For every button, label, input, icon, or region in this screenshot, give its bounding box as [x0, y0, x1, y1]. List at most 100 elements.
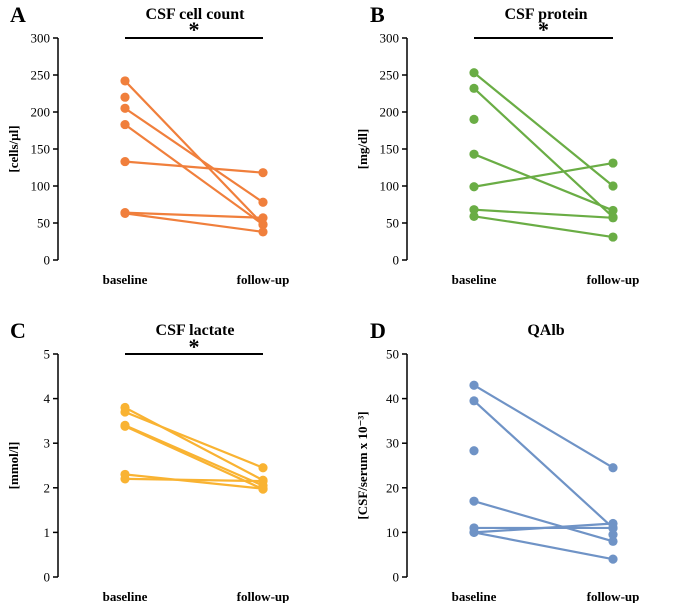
data-point-follow-up-patient-1	[608, 181, 618, 191]
series-line-patient-1	[472, 384, 615, 469]
data-point-extra-0	[120, 92, 130, 102]
series-line-patient-6	[123, 477, 265, 483]
panel-letter: D	[370, 318, 386, 343]
data-point-baseline-patient-3	[469, 149, 479, 159]
y-axis-label: [cells/µl]	[6, 125, 21, 172]
y-tick-label: 1	[44, 525, 51, 540]
series-line-patient-6	[123, 212, 265, 233]
y-tick-label: 150	[380, 142, 400, 157]
data-point-follow-up-patient-6	[608, 232, 618, 242]
x-tick-label: follow-up	[587, 589, 640, 603]
data-point-follow-up-patient-5	[258, 484, 268, 494]
data-point-follow-up-patient-5	[608, 518, 618, 529]
y-tick-label: 3	[44, 436, 51, 451]
y-tick-label: 150	[31, 142, 51, 157]
chart-title: QAlb	[527, 322, 564, 339]
x-tick-label: follow-up	[237, 589, 290, 603]
data-point-follow-up-patient-5	[258, 213, 268, 223]
series-line-patient-2	[123, 107, 265, 204]
data-point-baseline-patient-4	[469, 182, 479, 192]
series-line-patient-3	[123, 123, 265, 226]
y-tick-label: 50	[386, 216, 399, 231]
panel-c: C CSF lactate 0 1 2 3 4 5 [mmol/l] baseline follow…	[6, 318, 289, 603]
series-line-patient-6	[472, 531, 615, 561]
y-tick-label: 250	[31, 68, 51, 83]
data-point-baseline-patient-4	[120, 156, 130, 167]
data-point-follow-up-patient-3	[608, 205, 618, 216]
y-axis-label: [mmol/l]	[6, 442, 21, 490]
x-tick-label: baseline	[103, 589, 148, 603]
series-line-patient-1	[123, 406, 265, 482]
x-tick-label: follow-up	[587, 272, 640, 287]
data-point-follow-up-patient-2	[258, 463, 268, 473]
series-line-patient-4	[472, 161, 615, 188]
data-point-baseline-patient-3	[120, 119, 130, 130]
series-line-patient-2	[472, 399, 615, 530]
panel-letter: B	[370, 2, 385, 27]
y-tick-label: 50	[386, 347, 399, 362]
data-point-follow-up-patient-4	[258, 168, 268, 178]
chart-title: CSF protein	[504, 6, 587, 23]
data-point-follow-up-patient-2	[258, 197, 268, 207]
y-axis-label: [CSF/serum x 10⁻³]	[355, 411, 370, 519]
y-tick-label: 10	[386, 525, 399, 540]
data-point-baseline-patient-6	[469, 527, 479, 538]
data-point-baseline-patient-4	[120, 421, 130, 431]
y-tick-label: 300	[31, 31, 51, 46]
series-line-patient-6	[472, 215, 615, 239]
significance-star: *	[189, 334, 200, 359]
y-tick-label: 4	[44, 391, 51, 406]
series-line-patient-5	[123, 211, 265, 219]
data-point-baseline-patient-2	[469, 83, 479, 93]
series-line-patient-1	[472, 71, 615, 188]
y-tick-label: 50	[37, 216, 50, 231]
data-point-baseline-patient-2	[120, 103, 130, 113]
data-point-baseline-patient-1	[469, 68, 479, 78]
panel-d: D QAlb 0 10 20 30 40 50 [CSF/serum x 10⁻³] baseli…	[355, 318, 639, 603]
y-tick-label: 200	[380, 105, 400, 120]
data-point-baseline-patient-2	[120, 407, 130, 417]
data-point-baseline-patient-6	[469, 211, 479, 221]
data-point-baseline-patient-1	[120, 76, 130, 86]
y-tick-label: 0	[393, 570, 400, 585]
data-point-baseline-patient-5	[469, 205, 479, 215]
data-point-baseline-patient-6	[120, 474, 130, 484]
y-tick-label: 2	[44, 480, 51, 495]
x-tick-label: follow-up	[237, 272, 290, 287]
data-point-follow-up-patient-6	[258, 476, 268, 486]
chart-title: CSF cell count	[146, 6, 246, 23]
y-tick-label: 40	[386, 391, 399, 406]
series-line-patient-4	[123, 425, 265, 491]
y-tick-label: 200	[31, 105, 51, 120]
series-line-patient-3	[123, 424, 265, 487]
data-point-baseline-patient-2	[469, 396, 479, 406]
data-point-follow-up-patient-6	[258, 227, 268, 237]
series-line-patient-3	[472, 500, 615, 543]
series-line-patient-5	[472, 208, 615, 219]
y-axis-label: [mg/dl]	[355, 129, 370, 169]
significance-star: *	[189, 17, 200, 42]
series-line-patient-5	[472, 522, 615, 534]
panel-letter: A	[10, 2, 26, 27]
x-tick-label: baseline	[452, 589, 497, 603]
data-point-baseline-patient-6	[120, 208, 130, 218]
series-line-patient-5	[123, 473, 265, 490]
data-point-follow-up-patient-1	[608, 463, 618, 473]
data-point-extra-0	[469, 446, 479, 456]
panel-b: B CSF protein 0 50 100 150 200 250 300 [mg/dl] bas…	[355, 2, 639, 287]
y-tick-label: 20	[386, 480, 399, 495]
data-point-baseline-patient-3	[469, 496, 479, 506]
data-point-follow-up-patient-5	[608, 213, 618, 223]
series-line-patient-4	[123, 160, 265, 174]
data-point-baseline-patient-1	[469, 380, 479, 390]
y-tick-label: 0	[44, 253, 51, 268]
y-tick-label: 0	[44, 570, 51, 585]
y-tick-label: 300	[380, 31, 400, 46]
y-tick-label: 30	[386, 436, 399, 451]
panel-a: A CSF cell count 0 50 100 150 200 250 300 [cells/…	[6, 2, 289, 287]
series-line-patient-1	[123, 79, 265, 226]
chart-title: CSF lactate	[156, 322, 235, 339]
data-point-follow-up-patient-3	[608, 536, 618, 546]
